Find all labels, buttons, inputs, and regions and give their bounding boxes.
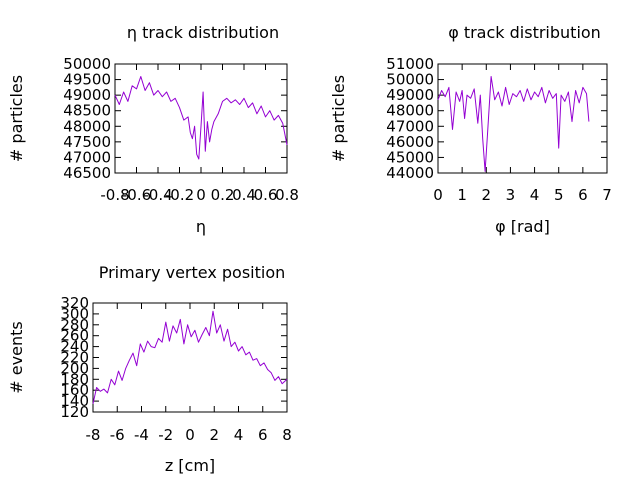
x-tick-label: 0 (433, 186, 443, 204)
x-tick-label: 4 (530, 186, 540, 204)
x-tick-label: -0.6 (122, 186, 151, 204)
x-tick-label: 6 (578, 186, 588, 204)
y-tick-label: 300 (60, 305, 89, 323)
x-tick-label: -2 (158, 426, 173, 444)
x-tick-label: 3 (506, 186, 516, 204)
x-tick-label: 8 (282, 426, 292, 444)
y-tick-label: 280 (60, 316, 89, 334)
y-axis-label-phi: # particles (329, 75, 348, 162)
x-tick-label: 6 (258, 426, 268, 444)
y-tick-label: 48000 (63, 117, 111, 135)
y-tick-label: 240 (60, 338, 89, 356)
chart-vertex: Primary vertex position-8 -6 -4 -2 0 2 4 6 81201… (7, 263, 292, 475)
x-tick-label: 0 (185, 426, 195, 444)
x-axis-label-vertex: z [cm] (165, 456, 215, 475)
y-tick-label: 200 (60, 359, 89, 377)
x-tick-label: 5 (554, 186, 564, 204)
x-axis-label-eta: η (196, 217, 206, 236)
chart-title-eta: η track distribution (127, 23, 279, 42)
y-tick-label: 48500 (63, 102, 111, 120)
x-tick-label: 0.6 (254, 186, 278, 204)
x-tick-label: 0.2 (211, 186, 235, 204)
x-tick-label: -8 (86, 426, 101, 444)
y-tick-label: 50000 (63, 55, 111, 73)
x-tick-label: 0.8 (275, 186, 299, 204)
chart-title-phi: φ track distribution (448, 23, 601, 42)
y-tick-label: 49000 (386, 86, 434, 104)
x-tick-label: 0 (196, 186, 206, 204)
y-tick-label: 320 (60, 294, 89, 312)
plot-frame-vertex (92, 302, 288, 413)
y-tick-label: 47500 (63, 133, 111, 151)
y-tick-label: 180 (60, 370, 89, 388)
chart-eta: η track distribution -0.8-0.6-0.4-0.2 0 0.2… (7, 23, 299, 236)
y-tick-label: 260 (60, 327, 89, 345)
y-tick-label: 160 (60, 381, 89, 399)
y-axis-label-eta: # particles (7, 75, 26, 162)
x-tick-label: -4 (134, 426, 149, 444)
x-tick-label: 2 (209, 426, 219, 444)
series-line-vertex (92, 310, 288, 404)
y-tick-label: 44000 (386, 164, 434, 182)
x-tick-label: 2 (482, 186, 492, 204)
y-tick-label: 46500 (63, 164, 111, 182)
y-tick-label: 48000 (386, 102, 434, 120)
chart-phi: φ track distribution 0 1 2 3 4 5 6 7 440004500046… (329, 23, 612, 236)
y-tick-label: 50000 (386, 71, 434, 89)
y-tick-label: 51000 (386, 55, 434, 73)
y-tick-label: 46000 (386, 133, 434, 151)
y-tick-label: 47000 (386, 117, 434, 135)
y-axis-label-vertex: # events (7, 321, 26, 393)
y-tick-label: 49500 (63, 71, 111, 89)
y-tick-label: 220 (60, 349, 89, 367)
y-tick-label: 140 (60, 392, 89, 410)
x-tick-label: 0.4 (232, 186, 256, 204)
y-tick-label: 120 (60, 403, 89, 421)
chart-title-vertex: Primary vertex position (99, 263, 286, 282)
y-tick-label: 47000 (63, 148, 111, 166)
x-tick-label: 4 (234, 426, 244, 444)
plot-frame-phi (437, 63, 608, 174)
series-line-eta (114, 76, 288, 160)
y-tick-label: 49000 (63, 86, 111, 104)
x-axis-label-phi: φ [rad] (495, 217, 550, 236)
x-tick-label: 7 (602, 186, 612, 204)
x-tick-label: -0.8 (100, 186, 129, 204)
series-line-phi (437, 76, 590, 172)
x-tick-label: 1 (457, 186, 467, 204)
y-tick-label: 45000 (386, 148, 434, 166)
x-tick-label: -6 (110, 426, 125, 444)
x-tick-label: -0.4 (143, 186, 172, 204)
x-tick-label: -0.2 (165, 186, 194, 204)
